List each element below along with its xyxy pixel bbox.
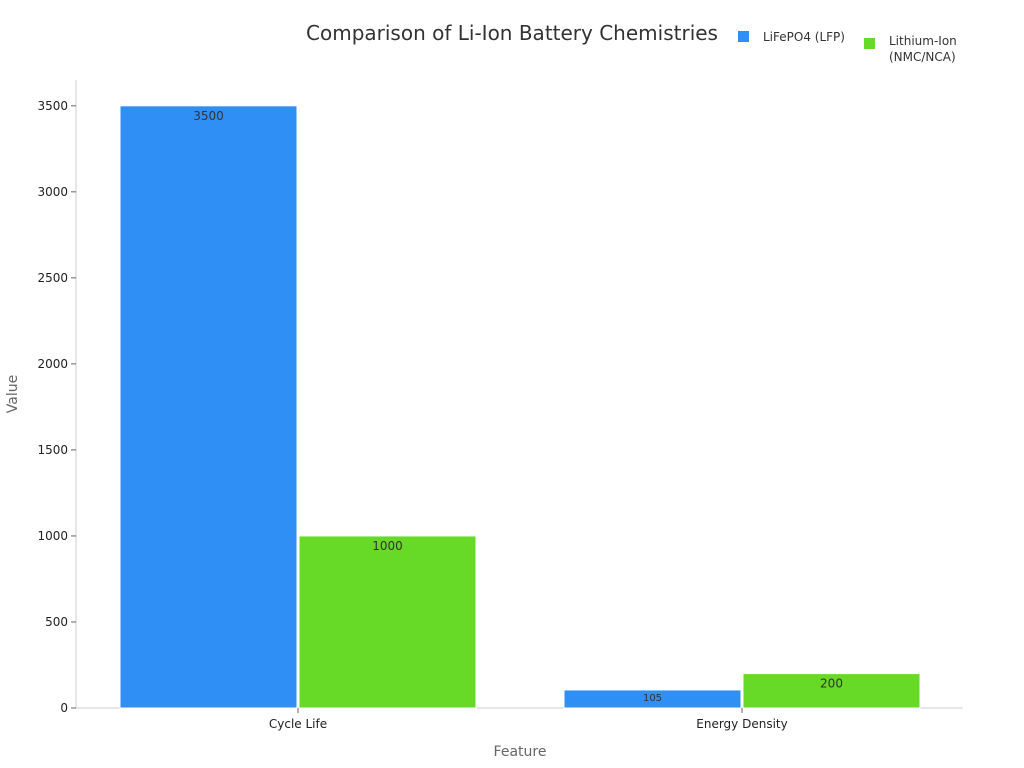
legend-label: LiFePO4 (LFP) [763,30,845,44]
legend-label: (NMC/NCA) [889,50,956,64]
y-tick-label: 0 [60,701,68,715]
legend-swatch [738,31,749,42]
bar [298,535,477,709]
y-axis-label: Value [5,375,21,413]
bar [563,689,742,709]
legend-label: Lithium-Ion [889,34,957,48]
x-axis-label: Feature [494,744,547,760]
y-tick-label: 3500 [37,99,68,113]
bar-value-label: 1000 [372,539,403,553]
x-tick-label: Energy Density [696,717,787,731]
y-tick-label: 2000 [37,357,68,371]
bar-value-label: 105 [643,693,662,704]
y-tick-label: 1500 [37,443,68,457]
legend: LiFePO4 (LFP) Lithium-Ion (NMC/NCA) [738,30,957,64]
y-tick-label: 3000 [37,185,68,199]
bar-value-label: 3500 [193,109,224,123]
y-tick-label: 500 [45,615,68,629]
y-tick-label: 1000 [37,529,68,543]
legend-swatch [864,38,875,49]
x-tick-label: Cycle Life [269,717,327,731]
bar-value-label: 200 [820,677,843,691]
bar [119,105,298,709]
y-tick-label: 2500 [37,271,68,285]
bar [742,673,921,709]
chart-title: Comparison of Li-Ion Battery Chemistries [306,21,718,45]
